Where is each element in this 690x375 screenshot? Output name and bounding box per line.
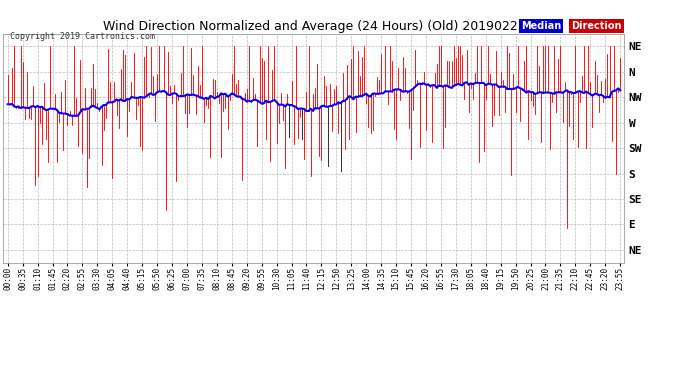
Text: Copyright 2019 Cartronics.com: Copyright 2019 Cartronics.com — [10, 32, 155, 41]
Text: Direction: Direction — [571, 21, 622, 31]
Text: Median: Median — [521, 21, 561, 31]
Title: Wind Direction Normalized and Average (24 Hours) (Old) 20190225: Wind Direction Normalized and Average (2… — [103, 20, 525, 33]
